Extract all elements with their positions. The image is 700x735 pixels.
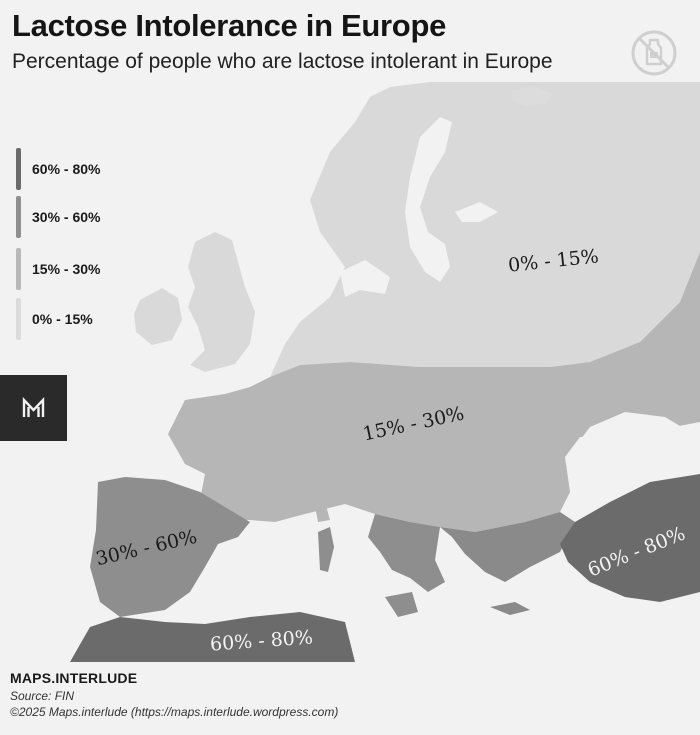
region-60-80 (70, 474, 700, 662)
no-milk-icon (631, 30, 677, 76)
europe-map (70, 82, 700, 662)
legend-label: 0% - 15% (32, 311, 93, 327)
legend-item-30-60: 30% - 60% (16, 196, 156, 238)
legend-label: 15% - 30% (32, 261, 101, 277)
footer-source: Source: FIN (10, 689, 75, 703)
legend-item-0-15: 0% - 15% (16, 298, 156, 340)
legend-label: 60% - 80% (32, 161, 101, 177)
legend-swatch (16, 248, 21, 290)
footer-copyright: ©2025 Maps.interlude (https://maps.inter… (10, 705, 339, 719)
legend-item-15-30: 15% - 30% (16, 248, 156, 290)
maps-interlude-logo (0, 375, 67, 441)
region-0-15 (134, 82, 700, 377)
region-30-60 (90, 477, 575, 617)
footer-brand: MAPS.INTERLUDE (10, 670, 138, 686)
map-title: Lactose Intolerance in Europe (12, 8, 447, 43)
legend-swatch (16, 196, 21, 238)
maps-interlude-logo-icon (22, 396, 45, 417)
region-15-30 (168, 252, 700, 532)
legend-label: 30% - 60% (32, 209, 101, 225)
map-subtitle: Percentage of people who are lactose int… (12, 50, 553, 73)
legend-swatch (16, 298, 21, 340)
legend-item-60-80: 60% - 80% (16, 148, 156, 190)
legend-swatch (16, 148, 21, 190)
